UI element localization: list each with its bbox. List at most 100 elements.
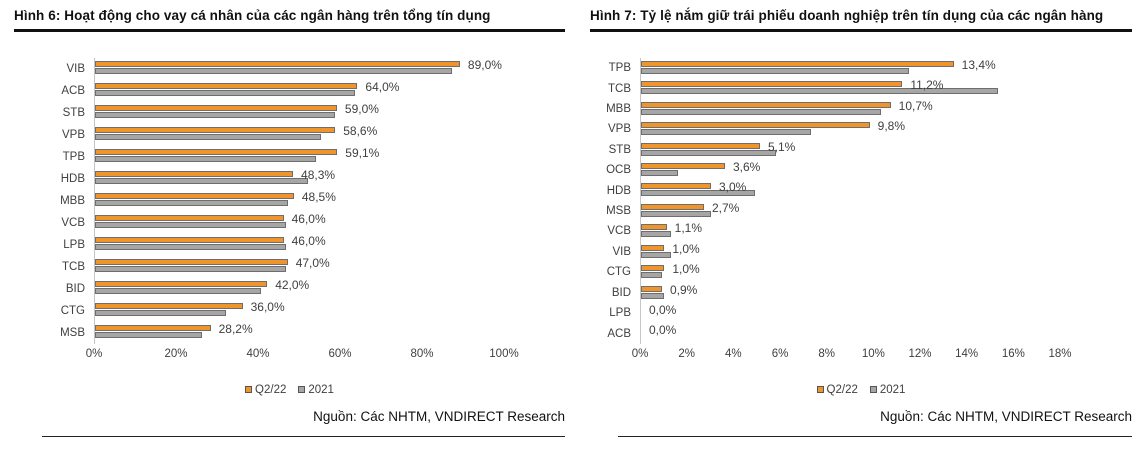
chart-row: CTG 1,0%	[590, 262, 1132, 283]
chart-legend: Q2/22 2021	[590, 384, 1132, 396]
chart-row: HDB 3,0%	[590, 180, 1132, 201]
value-label: 3,0%	[719, 180, 747, 195]
x-tick-label: 60%	[328, 347, 352, 360]
bar-q2-22	[95, 236, 284, 243]
chart-row: VCB 1,1%	[590, 221, 1132, 242]
bar-q2-22	[641, 183, 711, 190]
bar-2021	[641, 231, 672, 238]
bar-2021	[641, 292, 665, 299]
bar-2021	[95, 199, 288, 206]
value-label: 0,9%	[670, 282, 698, 297]
bar-2021	[641, 67, 910, 74]
chart-row: LPB 46,0%	[14, 233, 565, 256]
value-label: 59,1%	[345, 145, 380, 160]
category-label: MBB	[60, 194, 85, 207]
value-label: 64,0%	[365, 79, 400, 94]
bar-2021	[95, 243, 286, 250]
bar-area: 10,7%	[640, 98, 1060, 120]
bar-q2-22	[641, 244, 665, 251]
x-tick-label: 6%	[771, 347, 789, 360]
category-label: VCB	[607, 225, 631, 238]
legend-swatch	[816, 386, 824, 394]
value-label: 3,6%	[733, 159, 761, 174]
bar-q2-22	[95, 214, 284, 221]
chart-row: STB 5,1%	[590, 139, 1132, 160]
bar-2021	[641, 251, 672, 258]
chart-row: OCB 3,6%	[590, 159, 1132, 181]
report-figures: Hình 6: Hoạt động cho vay cá nhân của cá…	[14, 8, 1132, 437]
legend-label: Q2/22	[255, 383, 287, 396]
panel-bottom-rule	[42, 435, 565, 437]
legend-item: 2021	[869, 383, 906, 396]
chart-row: BID 42,0%	[14, 277, 565, 300]
bar-2021	[641, 272, 662, 279]
bar-area: 2,7%	[640, 200, 1060, 222]
bar-area: 46,0%	[94, 233, 504, 256]
chart-row: MBB 10,7%	[590, 98, 1132, 120]
x-tick-label: 14%	[955, 347, 979, 360]
bar-q2-22	[641, 60, 954, 67]
x-axis-ticks: 0% 2% 4% 6% 8% 10% 12% 14% 16% 18%	[632, 347, 1132, 364]
x-tick-label: 16%	[1001, 347, 1025, 360]
bar-area: 47,0%	[94, 255, 504, 278]
bar-q2-22	[641, 81, 903, 88]
bar-area: 28,2%	[94, 321, 504, 344]
category-label: TPB	[608, 62, 631, 75]
bar-2021	[95, 133, 321, 140]
chart-row: VPB 58,6%	[14, 123, 565, 146]
chart-row: CTG 36,0%	[14, 299, 565, 322]
category-label: LPB	[63, 238, 85, 251]
category-label: VIB	[66, 62, 85, 75]
category-label: MSB	[606, 205, 631, 218]
category-label: STB	[608, 143, 631, 156]
bar-q2-22	[641, 142, 760, 149]
bar-area: 3,6%	[640, 159, 1060, 181]
bar-area: 48,5%	[94, 189, 504, 212]
x-tick-label: 8%	[818, 347, 835, 360]
chart-row: MSB 28,2%	[14, 321, 565, 344]
bar-area: 11,2%	[640, 78, 1060, 99]
value-label: 5,1%	[768, 139, 796, 154]
chart-row: MSB 2,7%	[590, 200, 1132, 222]
category-label: VIB	[612, 245, 631, 258]
category-label: HDB	[60, 172, 85, 185]
value-label: 2,7%	[712, 200, 740, 215]
legend-swatch	[245, 386, 253, 394]
value-label: 1,1%	[674, 221, 703, 236]
chart-row: BID 0,9%	[590, 282, 1132, 303]
category-label: MSB	[60, 326, 85, 339]
source-caption: Nguồn: Các NHTM, VNDIRECT Research	[880, 408, 1132, 424]
chart-row: LPB 0,0%	[590, 302, 1132, 324]
bar-q2-22	[641, 224, 667, 231]
legend-label: Q2/22	[826, 383, 858, 396]
chart-row: TPB 13,4%	[590, 57, 1132, 79]
bar-2021	[641, 129, 812, 136]
category-label: ACB	[61, 84, 85, 97]
value-label: 46,0%	[291, 233, 326, 248]
bar-2021	[95, 89, 356, 96]
bar-area: 5,1%	[640, 139, 1060, 160]
bar-area: 3,0%	[640, 180, 1060, 201]
legend-label: 2021	[308, 383, 334, 396]
bar-q2-22	[95, 148, 338, 155]
bar-area: 64,0%	[94, 79, 504, 102]
chart-row: TCB 11,2%	[590, 78, 1132, 99]
chart-rows: VIB 89,0% ACB 64,0% STB 59,0% VPB 58,6% TPB 59,1%…	[14, 57, 565, 344]
bar-2021	[641, 88, 998, 95]
value-label: 1,0%	[672, 241, 700, 256]
bar-2021	[641, 210, 711, 217]
category-label: ACB	[607, 327, 631, 340]
x-tick-label: 2%	[678, 347, 695, 360]
category-label: TPB	[62, 150, 85, 163]
category-label: VPB	[61, 128, 85, 141]
legend-label: 2021	[879, 383, 906, 396]
chart-row: TCB 47,0%	[14, 255, 565, 278]
bar-q2-22	[641, 265, 665, 272]
bar-q2-22	[95, 192, 294, 199]
figure-7-chart: TPB 13,4% TCB 11,2% MBB 10,7% VPB 9,8% STB 5,1% OC…	[590, 57, 1132, 396]
legend-swatch	[298, 386, 306, 394]
x-tick-label: 0%	[85, 347, 103, 360]
value-label: 11,2%	[910, 78, 944, 93]
x-tick-label: 4%	[725, 347, 742, 360]
category-label: VPB	[607, 123, 631, 136]
